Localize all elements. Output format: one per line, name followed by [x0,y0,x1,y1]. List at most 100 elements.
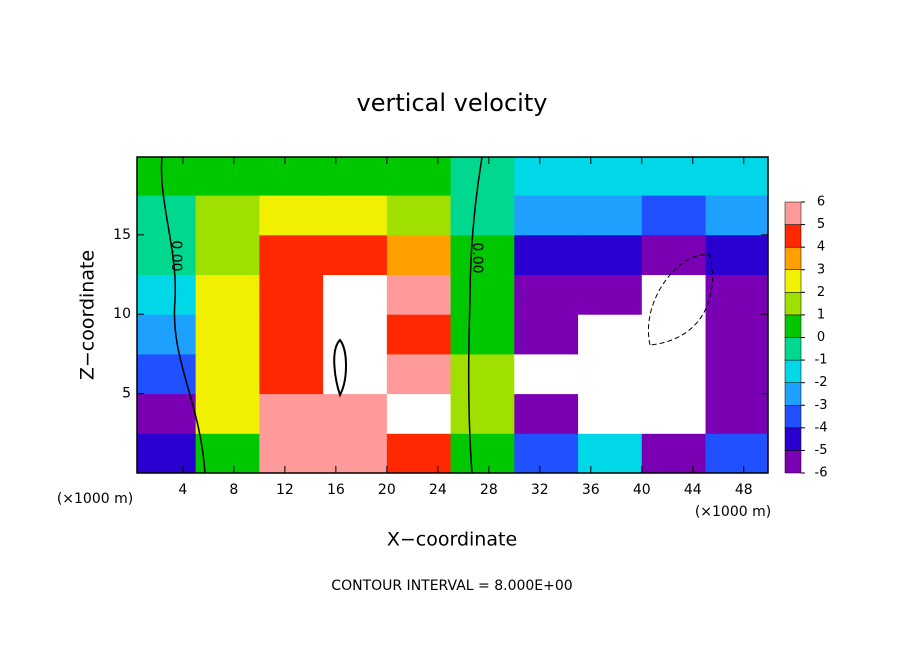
field-cell [259,157,324,196]
field-cell [514,433,579,473]
contour-line [467,157,483,473]
colorbar-band [784,292,802,316]
field-cell [450,195,515,236]
x-tick-label: 20 [378,482,396,498]
field-cell [195,234,260,276]
field-cell [259,195,324,236]
field-cell [514,157,579,196]
axes: 4 8 12 16 20 24 28 32 36 40 44 4851015-6-5-4-3-2-10… [113,157,827,498]
field-cell [195,353,260,395]
contour-label: 0.00 [168,240,184,271]
field-cell [259,433,324,473]
colorbar-band [784,201,802,225]
field-cell [450,274,515,315]
x-tick-label: 36 [582,482,600,498]
field-cell [386,274,452,315]
colorbar-label: 0 [817,330,825,345]
x-tick-label: 28 [480,482,498,498]
colorbar-band [784,246,802,271]
y-tick-label: 10 [113,306,131,322]
field-cell [578,393,643,434]
colorbar-label: -6 [815,466,828,481]
field-cell [323,157,388,196]
field-cell [705,393,768,434]
field-cell [195,433,260,473]
field-cell [641,314,707,355]
field-cell [514,393,579,434]
field-cell [195,314,260,355]
field-cell [578,274,643,315]
x-tick-label: 40 [633,482,651,498]
x-unit: (×1000 m) [695,504,771,520]
field-cell [137,234,197,276]
field-cell [641,393,707,434]
x-tick-label: 48 [735,482,753,498]
colorbar-label: -4 [815,420,828,435]
field-cell [137,274,197,315]
field-cell [323,195,388,236]
y-tick-label: 5 [122,386,131,402]
y-tick-label: 15 [113,227,131,243]
field-cell [323,234,388,276]
field-cell [450,234,515,276]
field-cell [514,314,579,355]
colorbar-band [784,427,802,451]
field-cell [386,157,452,196]
colorbar-band [784,450,802,474]
colorbar-label: 1 [817,307,825,322]
colorbar-label: -5 [815,443,828,458]
colorbar-band [784,337,802,361]
contour-line [160,157,206,473]
field-cell [641,157,707,196]
zero-contours [160,157,713,473]
field-cell [514,195,579,236]
field-cell [450,433,515,473]
field-cell [386,234,452,276]
field-cell [323,433,388,473]
field-cell [578,234,643,276]
chart-title: vertical velocity [357,89,548,117]
field-cell [450,157,515,196]
plot-frame [136,156,769,474]
field-cell [195,195,260,236]
field-cell [450,314,515,355]
field-cell [137,433,197,473]
field-cell [705,353,768,395]
x-tick-label: 32 [531,482,549,498]
colorbar-band [784,405,802,429]
field-cell [259,274,324,315]
field-cell [514,274,579,315]
field-cell [578,314,643,355]
field-cell [514,353,579,395]
x-tick-label: 16 [327,482,345,498]
field-cell [578,353,643,395]
y-axis-title: Z−coordinate [77,250,99,380]
field-cell [137,393,197,434]
colorbar-label: 5 [817,217,825,232]
field-cell [514,234,579,276]
field-cell [386,353,452,395]
footer: CONTOUR INTERVAL = 8.000E+00 [331,578,572,594]
colorbar-label: -2 [815,375,828,390]
field-cell [386,393,452,434]
x-tick-label: 8 [229,482,238,498]
colorbar-label: 6 [817,195,825,210]
field-cell [641,433,707,473]
field-cell [641,353,707,395]
field-cell [259,314,324,355]
field-cell [641,195,707,236]
field-cell [641,274,707,315]
field [137,157,768,473]
field-cell [259,393,324,434]
contour-line [648,254,713,346]
field-cell [450,393,515,434]
field-cell [705,195,768,236]
colorbar-band [784,382,802,406]
x-tick-label: 4 [178,482,187,498]
field-cell [323,314,388,355]
colorbar-band [784,224,802,248]
field-cell [137,314,197,355]
field-cell [323,274,388,315]
x-tick-label: 44 [684,482,702,498]
